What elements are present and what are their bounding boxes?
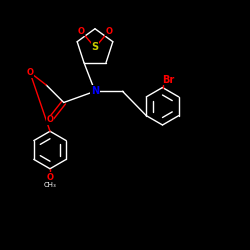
- Text: CH₃: CH₃: [44, 182, 56, 188]
- Text: O: O: [26, 68, 34, 77]
- Text: O: O: [46, 116, 54, 124]
- Text: S: S: [92, 42, 98, 52]
- Text: Br: Br: [162, 75, 174, 85]
- Text: O: O: [105, 27, 112, 36]
- Text: O: O: [78, 27, 85, 36]
- Text: N: N: [91, 86, 99, 96]
- Text: O: O: [46, 173, 54, 182]
